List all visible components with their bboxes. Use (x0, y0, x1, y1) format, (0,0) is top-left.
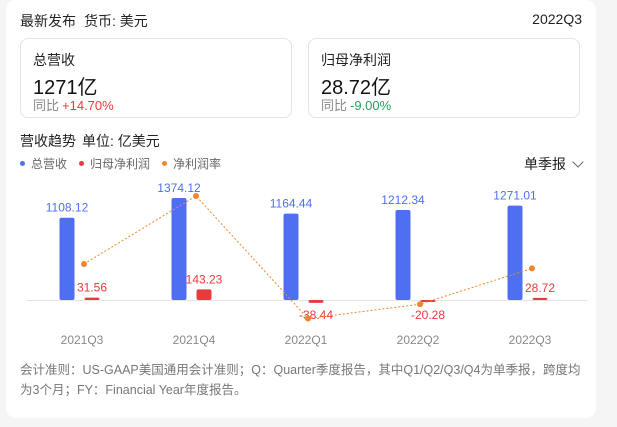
profit-value-label: -38.44 (299, 308, 333, 322)
revenue-bar (395, 210, 411, 300)
x-tick-label: 2022Q2 (397, 333, 440, 347)
period-label: 2022Q3 (532, 11, 582, 27)
legend-label: 归母净利润 (90, 157, 151, 171)
net-margin-point (529, 265, 535, 272)
legend-item-margin[interactable]: 净利润率 (162, 155, 221, 172)
revenue-trend-title: 营收趋势 单位: 亿美元 (20, 131, 160, 151)
header-title: 最新发布 (20, 13, 76, 29)
profit-value-label: 31.56 (77, 281, 107, 295)
net-margin-point (305, 315, 311, 322)
x-tick-label: 2021Q4 (173, 333, 216, 347)
net-margin-point (81, 260, 87, 267)
legend-label: 总营收 (31, 157, 68, 171)
yoy-value: +14.70% (62, 98, 114, 113)
profit-value-label: 28.72 (525, 281, 555, 295)
financial-card: 最新发布 货币: 美元 2022Q3 总营收 1271亿 同比 +14.70% 归母… (6, 0, 596, 418)
legend-dot-icon (79, 161, 85, 166)
revenue-trend-chart: 1108.12 31.56 2021Q3 1374.12 143.23 2021Q4 116… (26, 181, 588, 347)
revenue-value-label: 1212.34 (381, 193, 425, 207)
metric-value: 1271亿 (33, 77, 98, 99)
revenue-value-label: 1108.12 (46, 201, 89, 215)
profit-value-label: 143.23 (186, 272, 223, 286)
revenue-bar (283, 213, 299, 300)
yoy-label: 同比 (33, 98, 60, 113)
legend-label: 净利润率 (173, 157, 222, 171)
metric-card-net-profit[interactable]: 归母净利润 28.72亿 同比 -9.00% (308, 38, 580, 118)
revenue-value-label: 1164.44 (270, 197, 313, 211)
metric-yoy: 同比 -9.00% (321, 95, 391, 114)
profit-bar (420, 300, 436, 302)
section-title: 营收趋势 (20, 133, 76, 149)
section-unit: 单位: 亿美元 (82, 133, 160, 149)
latest-release-header: 最新发布 货币: 美元 (20, 11, 148, 31)
x-tick-label: 2022Q1 (285, 333, 328, 347)
metric-card-revenue[interactable]: 总营收 1271亿 同比 +14.70% (20, 38, 292, 118)
legend-item-profit[interactable]: 归母净利润 (79, 155, 150, 172)
currency-label: 货币: 美元 (84, 13, 148, 29)
x-tick-label: 2022Q3 (509, 333, 552, 347)
report-type-label: 单季报 (524, 156, 566, 172)
metric-label: 总营收 (33, 52, 75, 68)
revenue-bar (507, 205, 523, 300)
metric-value: 28.72亿 (321, 77, 392, 99)
legend-item-revenue[interactable]: 总营收 (20, 155, 67, 172)
metric-yoy: 同比 +14.70% (33, 95, 114, 114)
chart-legend: 总营收 归母净利润 净利润率 (20, 155, 221, 172)
legend-dot-icon (20, 161, 25, 166)
report-type-dropdown[interactable]: 单季报 (524, 154, 584, 174)
yoy-label: 同比 (321, 98, 348, 113)
metric-label: 归母净利润 (321, 52, 391, 68)
profit-bar (196, 289, 212, 300)
net-margin-point (417, 301, 423, 308)
profit-bar (308, 300, 324, 303)
revenue-bar (171, 198, 187, 300)
profit-bar (532, 297, 548, 300)
revenue-value-label: 1271.01 (493, 189, 537, 203)
profit-value-label: -20.28 (411, 308, 445, 322)
revenue-value-label: 1374.12 (157, 181, 201, 195)
yoy-value: -9.00% (350, 98, 392, 113)
revenue-bar (59, 217, 75, 300)
profit-bar (84, 297, 100, 300)
legend-dot-icon (162, 161, 168, 166)
footnote: 会计准则：US-GAAP美国通用会计准则；Q：Quarter季度报告，其中Q1/… (20, 363, 581, 397)
net-margin-point (193, 193, 199, 199)
x-tick-label: 2021Q3 (61, 333, 104, 347)
